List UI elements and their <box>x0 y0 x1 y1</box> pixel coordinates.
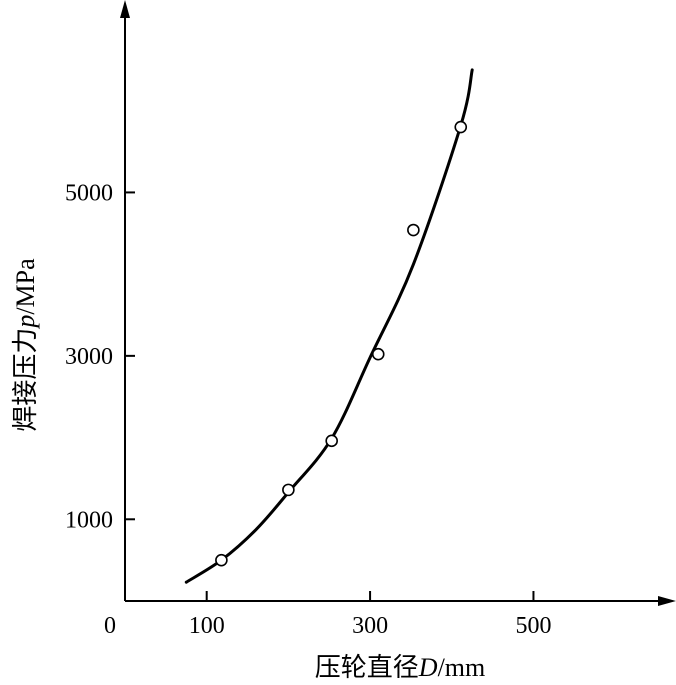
x-tick-label: 300 <box>352 613 388 639</box>
data-points <box>215 120 468 567</box>
y-tick-label: 5000 <box>65 180 113 206</box>
x-axis-title-text: 压轮直径 <box>315 653 419 682</box>
x-axis-unit: /mm <box>438 653 486 682</box>
x-axis-symbol: D <box>418 653 438 682</box>
y-axis-symbol: p <box>11 315 40 330</box>
data-point <box>371 347 385 361</box>
x-axis-arrow-icon <box>658 596 676 606</box>
ticks: 100 300 500 1000 3000 5000 <box>65 180 551 639</box>
data-point <box>407 223 420 237</box>
plot-area: 100 300 500 1000 3000 5000 <box>65 0 676 639</box>
y-tick-label: 3000 <box>65 344 113 370</box>
y-axis-unit: /MPa <box>11 258 40 315</box>
data-point <box>282 483 295 497</box>
data-point <box>215 553 228 567</box>
origin-label: 0 <box>104 613 116 639</box>
x-tick-label: 100 <box>189 613 225 639</box>
y-axis-arrow-icon <box>120 0 130 18</box>
data-point <box>325 434 338 448</box>
x-tick-label: 500 <box>515 613 551 639</box>
x-axis-title: 压轮直径D/mm <box>315 653 485 682</box>
y-axis-title: 焊接压力p/MPa <box>11 258 40 432</box>
data-point <box>454 120 468 134</box>
y-axis-title-text: 焊接压力 <box>11 328 40 432</box>
fitted-curve <box>184 68 474 584</box>
y-tick-label: 1000 <box>65 507 113 533</box>
